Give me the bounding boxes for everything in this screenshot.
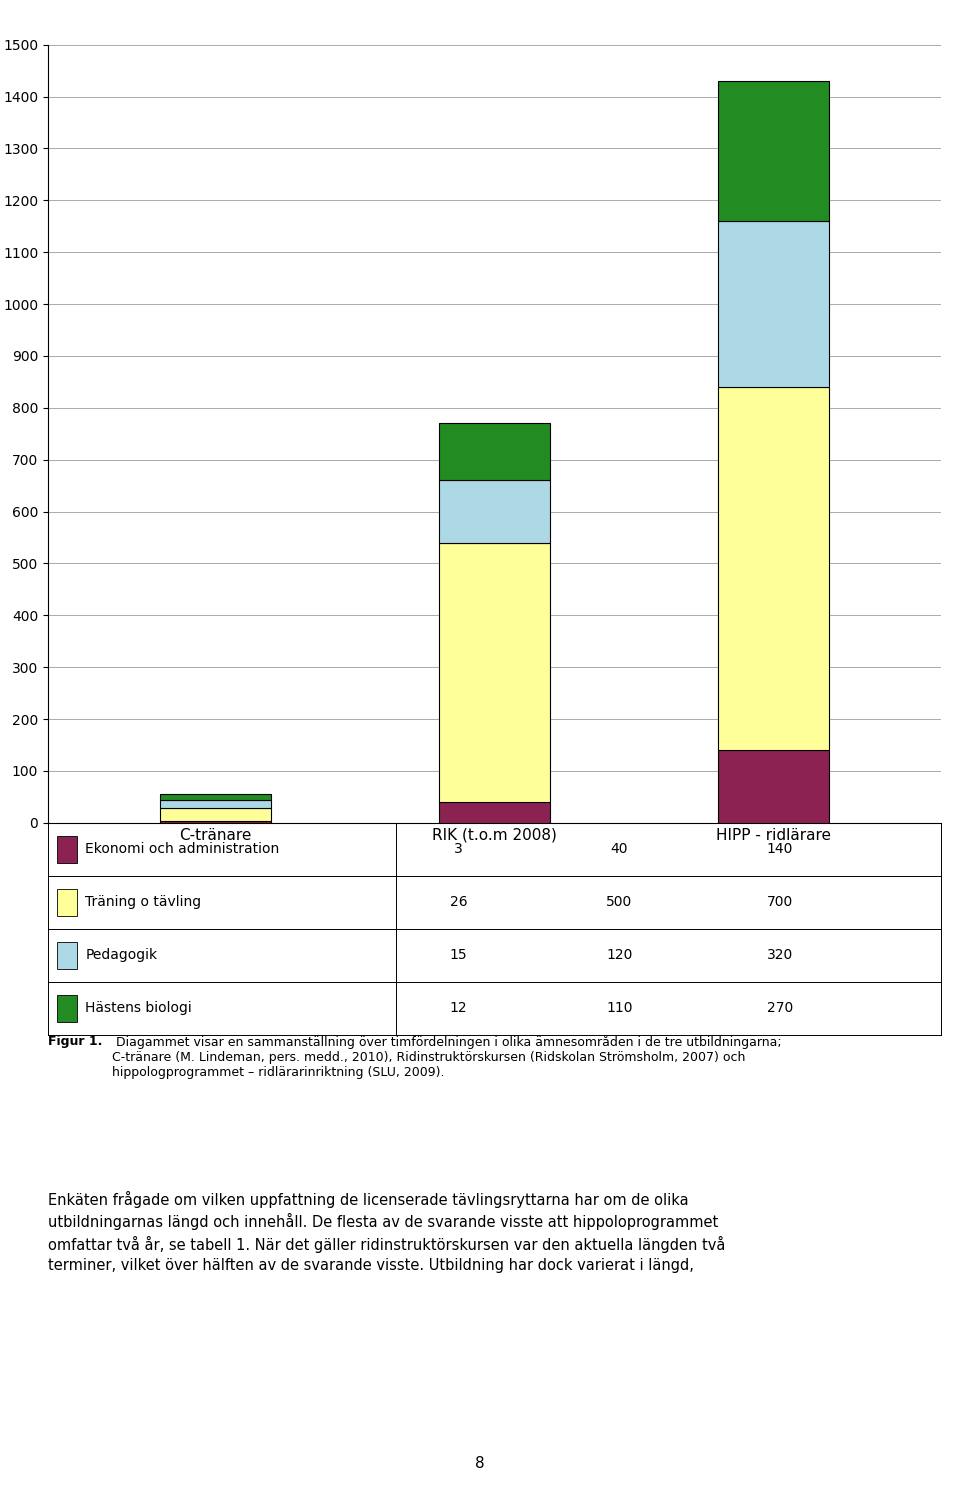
Text: 120: 120 bbox=[606, 949, 633, 963]
Text: 15: 15 bbox=[450, 949, 468, 963]
Text: 500: 500 bbox=[607, 895, 633, 909]
Text: Pedagogik: Pedagogik bbox=[85, 949, 157, 963]
Text: 320: 320 bbox=[767, 949, 793, 963]
Text: 270: 270 bbox=[767, 1001, 793, 1016]
Text: Ekonomi och administration: Ekonomi och administration bbox=[85, 842, 279, 857]
Bar bbox=[717, 749, 829, 822]
Bar bbox=[57, 890, 77, 916]
Bar bbox=[159, 821, 271, 822]
Text: 140: 140 bbox=[767, 842, 793, 857]
Bar bbox=[57, 942, 77, 969]
Bar bbox=[159, 794, 271, 800]
Text: Träning o tävling: Träning o tävling bbox=[85, 895, 202, 909]
Bar bbox=[439, 542, 550, 802]
Text: 40: 40 bbox=[611, 842, 628, 857]
Text: 8: 8 bbox=[475, 1456, 485, 1471]
Bar bbox=[439, 423, 550, 480]
Bar bbox=[439, 802, 550, 822]
Bar bbox=[717, 387, 829, 749]
Text: Hästens biologi: Hästens biologi bbox=[85, 1001, 192, 1016]
Text: Enkäten frågade om vilken uppfattning de licenserade tävlingsryttarna har om de : Enkäten frågade om vilken uppfattning de… bbox=[48, 1191, 726, 1272]
Text: 700: 700 bbox=[767, 895, 793, 909]
Bar bbox=[159, 800, 271, 808]
Bar bbox=[439, 480, 550, 542]
Text: Diagammet visar en sammanställning över timfördelningen i olika ämnesområden i d: Diagammet visar en sammanställning över … bbox=[112, 1036, 781, 1079]
Bar bbox=[57, 995, 77, 1022]
Bar bbox=[717, 80, 829, 221]
Text: 26: 26 bbox=[450, 895, 468, 909]
Text: Figur 1.: Figur 1. bbox=[48, 1036, 103, 1047]
Bar bbox=[57, 836, 77, 863]
Text: 3: 3 bbox=[454, 842, 463, 857]
Text: 12: 12 bbox=[450, 1001, 468, 1016]
Bar bbox=[159, 808, 271, 821]
Bar bbox=[717, 221, 829, 387]
Text: 110: 110 bbox=[606, 1001, 633, 1016]
